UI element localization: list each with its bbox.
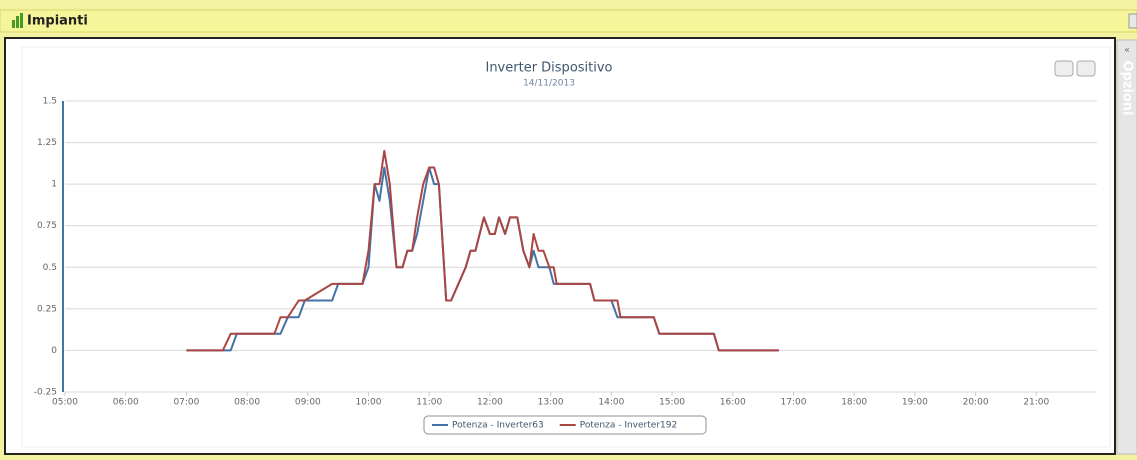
y-tick-label: 1.25 bbox=[37, 138, 57, 148]
y-tick-label: 0.75 bbox=[37, 221, 57, 231]
x-tick-label: 13:00 bbox=[538, 398, 564, 408]
legend-label: Potenza - Inverter63 bbox=[452, 421, 544, 431]
collapse-icon[interactable]: « bbox=[1124, 46, 1130, 56]
chart-title: Inverter Dispositivo bbox=[485, 61, 612, 76]
series-line bbox=[186, 149, 779, 352]
x-tick-label: 14:00 bbox=[598, 398, 624, 408]
icon-bar bbox=[16, 16, 19, 28]
header-bar bbox=[0, 9, 1137, 33]
download-button[interactable] bbox=[1076, 60, 1096, 77]
y-tick-label: 0 bbox=[51, 346, 57, 356]
x-tick-label: 15:00 bbox=[659, 398, 685, 408]
x-tick-label: 20:00 bbox=[963, 398, 989, 408]
header-title: Impianti bbox=[27, 14, 88, 29]
icon-bar bbox=[20, 13, 23, 28]
print-button[interactable] bbox=[1054, 60, 1074, 77]
y-tick-label: 1.5 bbox=[43, 97, 57, 107]
x-tick-label: 16:00 bbox=[720, 398, 746, 408]
y-tick-label: -0.25 bbox=[34, 388, 57, 398]
x-tick-label: 05:00 bbox=[52, 398, 78, 408]
x-tick-label: 19:00 bbox=[902, 398, 928, 408]
x-tick-label: 09:00 bbox=[295, 398, 321, 408]
y-tick-label: 0.25 bbox=[37, 304, 57, 314]
x-tick-label: 11:00 bbox=[416, 398, 442, 408]
x-tick-label: 10:00 bbox=[356, 398, 382, 408]
y-tick-label: 1 bbox=[51, 180, 57, 190]
chart-subtitle: 14/11/2013 bbox=[523, 79, 575, 89]
side-label[interactable]: Opzioni bbox=[1120, 60, 1135, 115]
x-tick-label: 07:00 bbox=[173, 398, 199, 408]
side-panel bbox=[1116, 39, 1137, 455]
x-tick-label: 12:00 bbox=[477, 398, 503, 408]
icon-bar bbox=[12, 20, 15, 28]
x-tick-label: 21:00 bbox=[1023, 398, 1049, 408]
x-tick-label: 17:00 bbox=[781, 398, 807, 408]
chart-area bbox=[21, 46, 1111, 448]
x-tick-label: 18:00 bbox=[841, 398, 867, 408]
x-tick-label: 08:00 bbox=[234, 398, 260, 408]
close-button[interactable] bbox=[1128, 13, 1137, 29]
legend-label: Potenza - Inverter192 bbox=[580, 421, 677, 431]
y-tick-label: 0.5 bbox=[43, 263, 57, 273]
x-tick-label: 06:00 bbox=[113, 398, 139, 408]
